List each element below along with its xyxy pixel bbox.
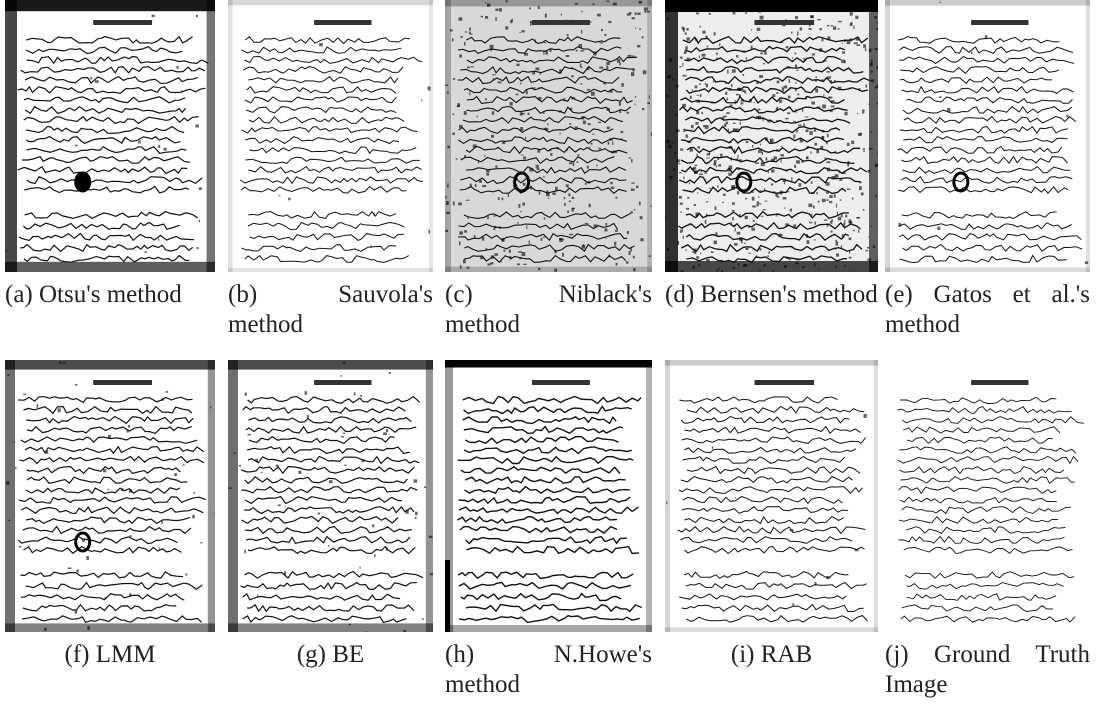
figure: (a) Otsu's method (b) Sauvola's method(c)…	[0, 0, 1096, 715]
caption: (g) BE	[228, 640, 433, 670]
binarized-image	[885, 360, 1090, 632]
caption: (j) Ground Truth Image	[885, 640, 1090, 700]
caption: (i) RAB	[665, 640, 878, 670]
binarized-image	[5, 0, 215, 272]
binarized-image	[228, 360, 433, 632]
binarized-image	[228, 0, 433, 272]
caption: (c) Niblack's method	[445, 280, 652, 340]
caption: (h) N.Howe's method	[445, 640, 652, 700]
caption: (d) Bernsen's method	[665, 280, 878, 310]
binarized-image	[5, 360, 215, 632]
binarized-image	[445, 360, 652, 632]
binarized-image	[665, 360, 878, 632]
binarized-image	[445, 0, 652, 272]
binarized-image	[665, 0, 878, 272]
caption: (b) Sauvola's method	[228, 280, 433, 340]
binarized-image	[885, 0, 1090, 272]
caption: (a) Otsu's method	[5, 280, 215, 310]
caption: (e) Gatos et al.'s method	[885, 280, 1090, 340]
caption: (f) LMM	[5, 640, 215, 670]
